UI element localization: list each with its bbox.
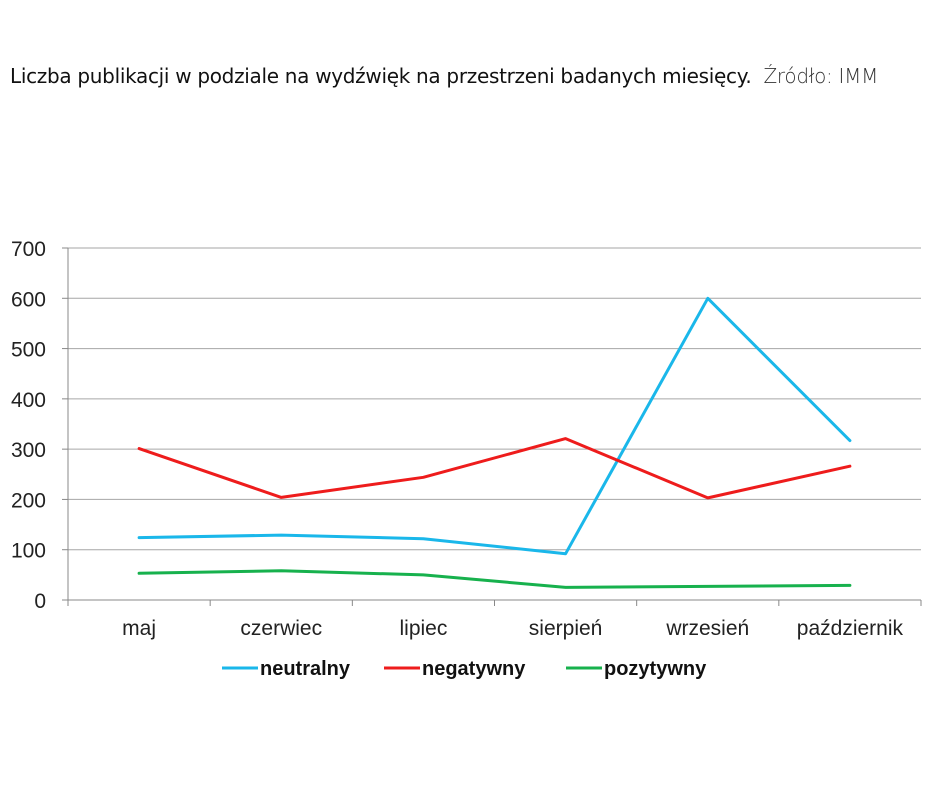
chart-title: Liczba publikacji w podziale na wydźwięk… (10, 64, 752, 88)
legend-label-neutralny: neutralny (260, 658, 351, 680)
series-lines (137, 296, 852, 589)
chart-caption: Liczba publikacji w podziale na wydźwięk… (10, 64, 878, 88)
y-tick-label: 500 (11, 339, 46, 362)
y-axis-ticks: 0 100 200 300 400 500 600 700 (11, 238, 46, 613)
x-tick-label: lipiec (399, 617, 447, 640)
y-tick-label: 600 (11, 288, 46, 311)
series-line-negatywny (137, 437, 852, 500)
series-line-neutralny (137, 296, 852, 556)
axes (62, 247, 922, 606)
y-tick-label: 0 (34, 590, 46, 613)
x-tick-label: sierpień (529, 617, 603, 640)
y-tick-label: 300 (11, 439, 46, 462)
chart-source: Źródło: IMM (763, 64, 879, 88)
legend-label-pozytywny: pozytywny (604, 658, 707, 680)
x-tick-label: maj (122, 617, 156, 640)
legend-label-negatywny: negatywny (422, 658, 526, 680)
x-tick-label: październik (797, 617, 904, 640)
series-line-pozytywny (137, 569, 852, 589)
x-tick-label: czerwiec (240, 617, 322, 640)
y-tick-label: 200 (11, 489, 46, 512)
legend: neutralny negatywny pozytywny (222, 658, 707, 680)
y-tick-label: 700 (11, 238, 46, 261)
x-axis-ticks: maj czerwiec lipiec sierpień wrzesień paździe… (122, 617, 903, 640)
x-tick-label: wrzesień (665, 617, 749, 640)
grid-lines (68, 247, 921, 551)
y-tick-label: 100 (11, 540, 46, 563)
y-tick-label: 400 (11, 389, 46, 412)
